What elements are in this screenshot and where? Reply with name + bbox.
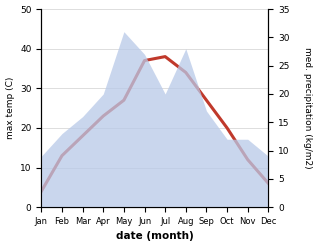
Y-axis label: med. precipitation (kg/m2): med. precipitation (kg/m2): [303, 47, 313, 169]
Y-axis label: max temp (C): max temp (C): [5, 77, 15, 139]
X-axis label: date (month): date (month): [116, 231, 194, 242]
